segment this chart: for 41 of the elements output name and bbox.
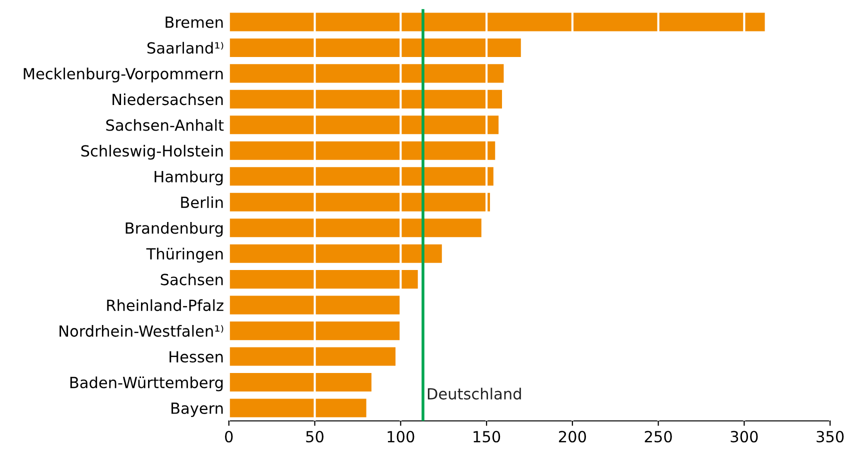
y-tick-label: Baden-Württemberg	[70, 376, 223, 392]
y-tick-label: Sachsen-Anhalt	[106, 119, 224, 131]
y-tick-label: Bremen	[166, 16, 223, 28]
y-tick-label: Thüringen	[146, 248, 223, 263]
bar	[228, 373, 372, 392]
bar	[228, 167, 494, 186]
y-tick-label: Mecklenburg-Vorpommern	[24, 68, 223, 82]
bar	[228, 322, 401, 340]
bar	[228, 64, 504, 83]
bar	[228, 116, 499, 134]
y-tick-label: Niedersachsen	[112, 93, 223, 106]
y-tick-label: Saarland¹⁾	[147, 42, 224, 54]
bar	[228, 90, 502, 108]
x-tick-label: 350	[816, 430, 844, 442]
bar	[228, 347, 396, 366]
x-tick-label: 100	[388, 430, 414, 442]
y-tick-label: Bayern	[172, 402, 223, 417]
bar	[228, 244, 442, 263]
x-tick-label: 250	[644, 430, 672, 442]
x-tick-label: 200	[558, 430, 586, 442]
bar	[228, 192, 490, 212]
bar	[228, 270, 418, 289]
x-tick-label: 300	[730, 430, 758, 442]
y-tick-label: Nordrhein-Westfalen¹⁾	[60, 324, 224, 337]
bar	[228, 218, 482, 238]
bar	[228, 398, 366, 418]
x-tick-label: 150	[474, 430, 500, 442]
bar	[228, 12, 765, 32]
bar	[228, 141, 496, 160]
x-tick-label: 50	[306, 430, 324, 442]
x-tick-label: 0	[225, 430, 233, 442]
y-tick-label: Hessen	[170, 351, 223, 363]
y-tick-label: Brandenburg	[126, 222, 223, 237]
bar	[228, 296, 401, 314]
y-tick-label: Rheinland-Pfalz	[107, 299, 224, 312]
bar	[228, 38, 521, 57]
ref-line-label: Deutschland	[428, 388, 521, 400]
y-tick-label: Schleswig-Holstein	[81, 144, 223, 160]
y-tick-label: Hamburg	[154, 170, 223, 186]
y-tick-label: Berlin	[181, 196, 223, 208]
y-tick-label: Sachsen	[160, 274, 223, 286]
